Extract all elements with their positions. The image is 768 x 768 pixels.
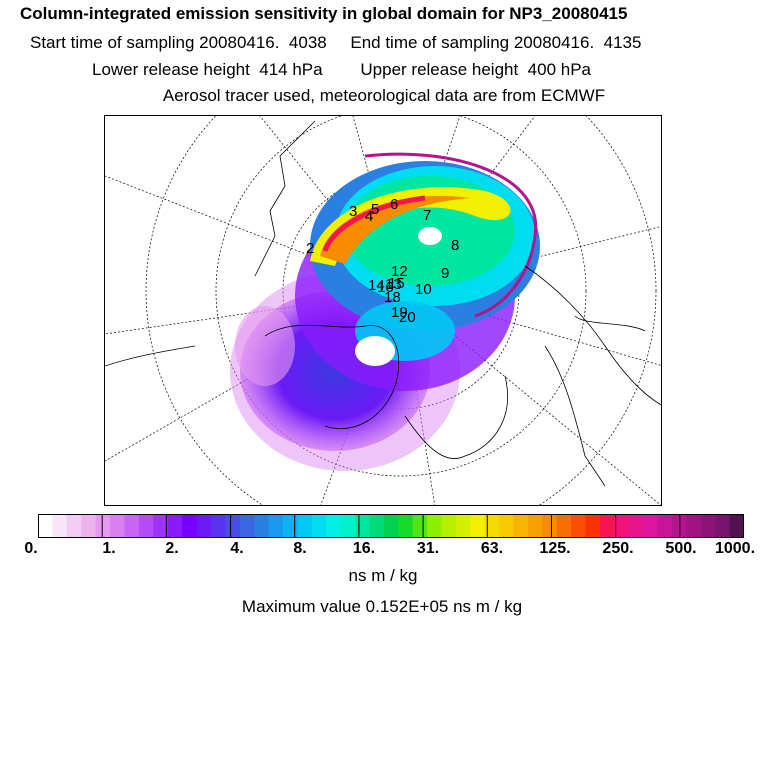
map-label: 16 xyxy=(377,279,394,296)
map-label: 6 xyxy=(390,196,398,213)
release-heights: Lower release height 414 hPa Upper relea… xyxy=(92,60,591,79)
colorbar-swatch xyxy=(167,514,183,538)
colorbar-border xyxy=(38,514,744,538)
colorbar-swatch xyxy=(110,514,126,538)
colorbar-tick: 1. xyxy=(102,540,116,557)
colorbar-swatch xyxy=(66,514,82,538)
colorbar-swatch xyxy=(52,514,68,538)
colorbar-swatch xyxy=(470,514,486,538)
colorbar-swatch xyxy=(441,514,457,538)
map-label: 2 xyxy=(306,240,314,257)
map-label: 8 xyxy=(451,237,459,254)
colorbar-gradient xyxy=(38,514,744,538)
colorbar-swatch xyxy=(369,514,385,538)
colorbar-swatch xyxy=(210,514,226,538)
colorbar-swatch xyxy=(427,514,443,538)
colorbar-tick: 8. xyxy=(293,540,307,557)
colorbar-swatch xyxy=(398,514,414,538)
colorbar-swatch xyxy=(124,514,140,538)
colorbar-swatch xyxy=(700,514,716,538)
polar-map-canvas: 2 3 4 5 6 7 8 9 10 12 13 14 15 16 18 19 … xyxy=(105,116,661,505)
trajectory-labels: 2 3 4 5 6 7 8 9 10 12 13 14 15 16 18 19 … xyxy=(306,196,459,326)
map-label: 7 xyxy=(423,207,431,224)
coastlines xyxy=(105,120,661,487)
colorbar-swatch xyxy=(686,514,702,538)
colorbar-swatch xyxy=(282,514,298,538)
colorbar-swatch xyxy=(354,514,370,538)
colorbar-swatch xyxy=(628,514,644,538)
colorbar-swatch xyxy=(455,514,471,538)
colorbar-swatch xyxy=(340,514,356,538)
colorbar-swatch xyxy=(527,514,543,538)
colorbar-swatch xyxy=(499,514,515,538)
colorbar-swatch xyxy=(571,514,587,538)
sampling-times: Start time of sampling 20080416. 4038 En… xyxy=(30,33,642,52)
colorbar-swatch xyxy=(95,514,111,538)
map-label: 10 xyxy=(415,281,432,298)
colorbar-swatch xyxy=(729,514,744,538)
map-label: 19 xyxy=(391,304,408,321)
maximum-value: Maximum value 0.152E+05 ns m / kg xyxy=(241,597,523,616)
colorbar-tick: 500. xyxy=(665,540,697,557)
colorbar xyxy=(38,514,744,538)
colorbar-swatch xyxy=(643,514,659,538)
colorbar-swatch xyxy=(657,514,673,538)
units-label: ns m / kg xyxy=(348,566,418,585)
colorbar-swatch xyxy=(138,514,154,538)
sensitivity-plume xyxy=(230,152,540,471)
colorbar-swatch xyxy=(268,514,284,538)
emission-sensitivity-map: 2 3 4 5 6 7 8 9 10 12 13 14 15 16 18 19 … xyxy=(104,115,662,506)
map-label: 5 xyxy=(371,201,379,218)
colorbar-swatch xyxy=(542,514,558,538)
map-label: 20 xyxy=(399,309,416,326)
colorbar-swatch xyxy=(311,514,327,538)
colorbar-tick: 1000. xyxy=(714,540,756,557)
colorbar-tick: 0. xyxy=(24,540,38,557)
map-label: 18 xyxy=(384,289,401,306)
colorbar-swatch xyxy=(182,514,198,538)
map-label: 3 xyxy=(349,203,357,220)
map-label: 12 xyxy=(391,263,408,280)
colorbar-swatch xyxy=(383,514,399,538)
colorbar-swatch xyxy=(254,514,270,538)
colorbar-swatch xyxy=(585,514,601,538)
colorbar-tick: 63. xyxy=(480,540,504,557)
colorbar-swatch xyxy=(196,514,212,538)
colorbar-swatch xyxy=(297,514,313,538)
map-label: 9 xyxy=(441,265,449,282)
map-label: 14 xyxy=(368,277,385,294)
colorbar-swatch xyxy=(81,514,97,538)
colorbar-tick: 4. xyxy=(230,540,244,557)
colorbar-swatch xyxy=(239,514,255,538)
map-label: 15 xyxy=(388,275,405,292)
colorbar-swatch xyxy=(556,514,572,538)
colorbar-tick: 125. xyxy=(539,540,571,557)
colorbar-swatch xyxy=(38,514,54,538)
map-label: 13 xyxy=(385,276,402,293)
colorbar-swatch xyxy=(513,514,529,538)
colorbar-swatch xyxy=(412,514,428,538)
colorbar-tick: 16. xyxy=(352,540,376,557)
colorbar-swatch xyxy=(484,514,500,538)
map-title: Column-integrated emission sensitivity i… xyxy=(20,4,628,23)
colorbar-swatch xyxy=(326,514,342,538)
colorbar-tick: 2. xyxy=(165,540,179,557)
colorbar-swatch xyxy=(225,514,241,538)
colorbar-swatch xyxy=(153,514,169,538)
colorbar-tick: 250. xyxy=(602,540,634,557)
colorbar-swatch xyxy=(614,514,630,538)
colorbar-swatch xyxy=(715,514,731,538)
tracer-info: Aerosol tracer used, meteorological data… xyxy=(162,86,606,105)
colorbar-swatch xyxy=(599,514,615,538)
map-label: 4 xyxy=(365,208,373,225)
colorbar-tick: 31. xyxy=(416,540,440,557)
